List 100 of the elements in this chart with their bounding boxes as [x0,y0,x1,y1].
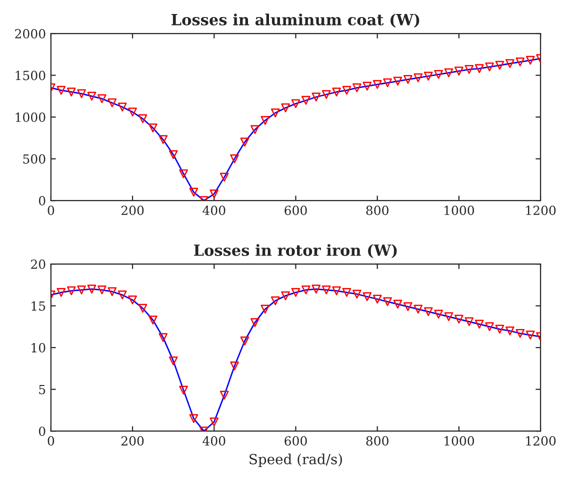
point [516,58,525,66]
point [189,414,198,423]
y-tick-label: 1000 [16,112,46,122]
point [516,328,525,338]
point [56,86,66,95]
y-tick-label: 0 [38,196,46,206]
point [362,82,372,91]
x-tick-label: 1000 [444,436,474,446]
point [240,336,250,346]
point [404,302,412,312]
point [322,90,331,99]
point [98,286,106,294]
point [526,56,535,65]
x-tick-label: 600 [284,206,307,216]
point [128,108,137,116]
point [464,65,474,74]
point [404,75,412,84]
x-tick-label: 0 [48,206,54,216]
point [250,125,260,134]
point [372,80,382,89]
point [179,169,188,178]
point [66,286,76,296]
point [342,86,352,95]
point [230,154,239,164]
point [148,123,158,132]
point [302,286,310,294]
point [495,324,504,334]
point [210,189,219,198]
y-tick-label: 500 [23,154,46,164]
point [302,96,310,105]
point [372,294,382,304]
y-tick-label: 10 [32,343,46,353]
point [454,314,464,324]
point [281,291,290,300]
point [414,73,423,82]
point [332,286,341,296]
x-tick-label: 600 [284,436,307,446]
point [424,72,433,81]
point [189,188,198,197]
point [342,288,352,297]
y-tick-label: 20 [31,260,46,269]
point [158,333,168,342]
y-tick-label: 15 [32,301,46,311]
point [220,390,229,400]
point [260,116,270,125]
point [77,89,86,98]
point [383,78,392,88]
point [56,288,66,297]
point [66,88,76,96]
point [168,356,178,366]
point [424,307,433,316]
point [168,150,178,160]
point [158,135,168,144]
point [506,59,514,68]
point [87,92,96,101]
y-tick-label: 1500 [16,70,46,80]
point [434,70,443,79]
point [393,300,402,309]
point [464,317,474,326]
point [322,286,331,294]
point [87,284,96,294]
point [118,290,127,300]
point [495,60,504,70]
point [291,99,300,108]
point [312,284,321,294]
point [230,362,239,370]
point [362,292,372,302]
x-tick-label: 1200 [526,206,556,216]
point [210,417,219,426]
point [474,64,484,74]
point [474,320,484,329]
y-tick-label: 2000 [15,29,46,38]
x-tick-label: 400 [202,436,226,446]
point [138,304,148,313]
point [118,102,127,112]
point [506,326,514,336]
chart-title: Losses in rotor iron (W) [194,244,397,258]
point [98,94,106,104]
x-tick-label: 1000 [444,206,474,216]
point [485,62,494,72]
point [240,138,250,147]
point [444,68,454,78]
x-tick-label: 400 [202,206,226,216]
point [281,103,290,112]
x-tick-label: 200 [121,436,144,446]
point [250,318,260,327]
point [77,286,86,294]
point [260,304,270,314]
y-tick-label: 5 [39,384,46,394]
chart-title: Losses in aluminum coat (W) [172,14,420,28]
x-tick-label: 0 [48,436,54,446]
point [332,88,341,96]
point [312,92,321,102]
point [108,287,117,296]
point [291,288,300,297]
point [485,322,494,332]
point [138,114,148,124]
x-tick-label: 200 [121,206,144,216]
point [414,304,423,314]
point [352,83,362,92]
